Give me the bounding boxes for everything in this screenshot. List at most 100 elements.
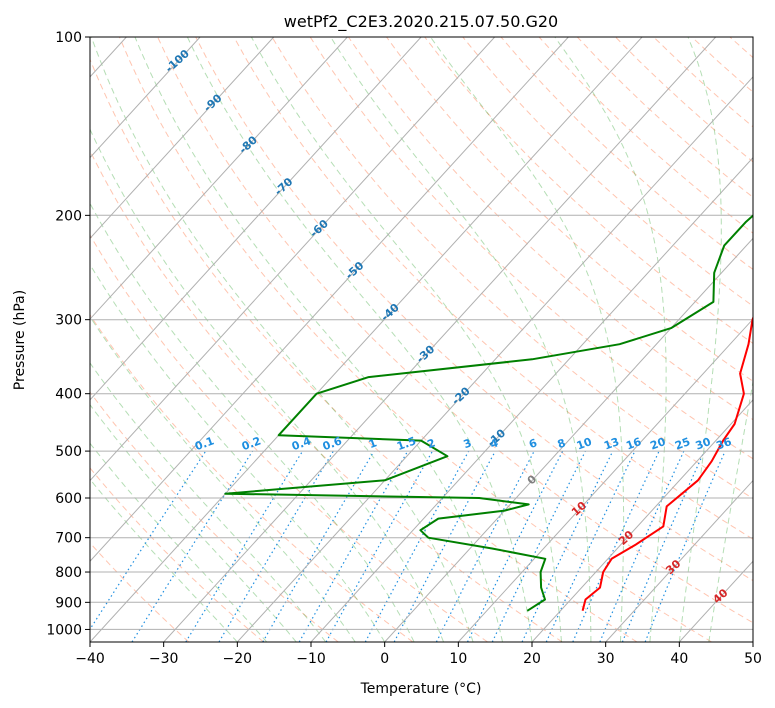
mixing-ratio-line	[521, 450, 614, 642]
isotherm-line	[90, 37, 275, 240]
mixing-ratio-label: 0.6	[321, 434, 344, 453]
x-tick-label: −20	[223, 651, 253, 667]
dry-adiabat-line	[118, 37, 712, 642]
mixing-ratio-line	[466, 450, 564, 642]
dry-adiabat-line	[195, 37, 753, 582]
isotherm-line	[90, 37, 496, 482]
moist-adiabat-line	[134, 37, 503, 642]
profile-series	[224, 214, 753, 612]
isotherm-line	[90, 37, 643, 642]
mixing-ratio-label: 3	[462, 436, 474, 451]
mixing-ratio-label: 36	[714, 435, 733, 453]
mixing-ratio-label: 8	[556, 436, 568, 451]
moist-adiabat-line	[90, 263, 386, 642]
moist-adiabat-line	[554, 37, 667, 642]
isotherm-line	[457, 318, 753, 642]
dewpoint-profile-line	[224, 214, 753, 612]
mixing-ratio-label: 2	[425, 436, 437, 451]
y-tick-label: 200	[55, 208, 82, 224]
isotherm-line	[605, 479, 753, 642]
x-tick-label: −30	[149, 651, 179, 667]
isotherm-line	[163, 37, 717, 642]
x-tick-label: 50	[744, 651, 762, 667]
mixing-ratio-label: 1	[367, 436, 379, 451]
mixing-ratio-label: 10	[575, 435, 594, 453]
isotherm-line	[531, 399, 753, 642]
x-axis-ticks: −40 −30 −20 −10 0 10 20 30 40 50	[75, 642, 762, 667]
y-axis-ticks: 100 200 300 400 500 600 700 800 900 1000	[46, 30, 90, 638]
mixing-ratio-label: 30	[694, 435, 713, 453]
dry-adiabat-line	[347, 37, 753, 421]
mixing-ratio-label: 16	[624, 435, 643, 453]
dry-adiabat-line	[386, 37, 753, 382]
mixing-ratio-label: 20	[648, 435, 667, 453]
x-tick-label: −40	[75, 651, 105, 667]
y-tick-label: 500	[55, 444, 82, 460]
moist-adiabat-line	[90, 403, 297, 642]
x-tick-label: 0	[380, 651, 389, 667]
mixing-ratio-line	[262, 450, 375, 642]
x-tick-label: 40	[670, 651, 688, 667]
mixing-ratio-line	[545, 450, 636, 642]
y-tick-label: 400	[55, 387, 82, 403]
dry-adiabat-line	[90, 234, 488, 642]
moist-adiabat-line	[90, 37, 474, 642]
isotherm-line	[90, 37, 201, 159]
moist-adiabat-line	[678, 37, 722, 642]
isotherm-line	[90, 37, 422, 401]
y-tick-label: 900	[55, 595, 82, 611]
y-tick-label: 700	[55, 531, 82, 547]
moist-adiabat-line	[708, 379, 753, 642]
y-tick-label: 1000	[46, 622, 82, 638]
isotherm-line	[384, 237, 753, 642]
isotherm-line	[90, 37, 569, 562]
moist-adiabat-line	[90, 128, 445, 642]
moist-adiabat-line	[430, 37, 625, 642]
mixing-ratio-label: 0.1	[193, 434, 216, 453]
isotherm-lines	[90, 37, 753, 642]
mixing-ratio-line	[364, 450, 470, 642]
plot-background	[90, 37, 753, 642]
mixing-ratio-line	[90, 450, 207, 631]
dry-adiabat-line	[157, 37, 753, 624]
dry-adiabat-line	[90, 58, 638, 642]
mixing-ratio-line	[131, 450, 254, 642]
isotherm-line	[310, 156, 753, 642]
dry-adiabats	[90, 37, 753, 642]
x-tick-label: 30	[597, 651, 615, 667]
y-tick-label: 600	[55, 491, 82, 507]
moist-adiabat-line	[90, 315, 356, 642]
y-tick-label: 300	[55, 313, 82, 329]
y-tick-label: 100	[55, 30, 82, 46]
mixing-ratio-label: 0.2	[240, 434, 263, 453]
dry-adiabat-line	[90, 542, 190, 642]
isotherm-line	[236, 76, 753, 642]
moist-adiabat-line	[330, 37, 592, 642]
chart-title: wetPf2_C2E3.2020.215.07.50.G20	[284, 12, 558, 32]
temperature-profile-line	[581, 315, 753, 612]
y-axis-title: Pressure (hPa)	[12, 290, 28, 390]
mixing-ratio-label: 0.4	[290, 434, 313, 453]
plot-frame	[89, 36, 754, 643]
mixing-ratio-line	[185, 450, 304, 642]
x-tick-label: 10	[449, 651, 467, 667]
isotherm-line	[90, 37, 348, 320]
moist-adiabat-line	[186, 37, 533, 642]
x-tick-label: −10	[296, 651, 326, 667]
moist-adiabat-line	[250, 37, 562, 642]
mixing-ratio-label: 1.5	[395, 434, 418, 453]
x-tick-label: 20	[523, 651, 541, 667]
mixing-ratio-label: 6	[527, 436, 539, 451]
y-tick-label: 800	[55, 565, 82, 581]
x-axis-title: Temperature (°C)	[360, 681, 482, 697]
mixing-ratio-label: 13	[602, 435, 621, 452]
dry-adiabat-line	[90, 149, 563, 642]
dry-adiabat-line	[90, 467, 264, 642]
dry-adiabat-line	[309, 37, 753, 460]
mixing-ratio-labels: 0.1 0.2 0.4 0.6 1 1.5 2 3 4 6 8 10 13 16 20 25 30 36	[193, 434, 734, 453]
mixing-ratio-label: 4	[488, 436, 500, 451]
mixing-ratio-line	[393, 450, 496, 642]
moist-adiabat-line	[90, 362, 327, 642]
dry-adiabat-line	[271, 37, 753, 500]
